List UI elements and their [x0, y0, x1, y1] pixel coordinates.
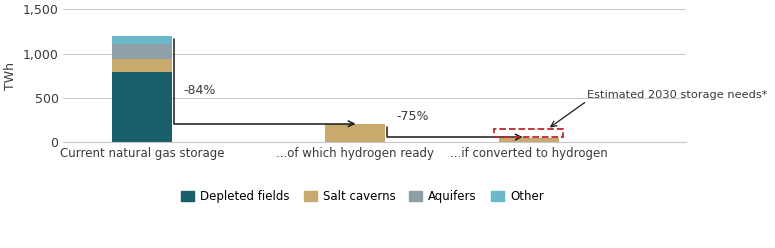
Text: Estimated 2030 storage needs*: Estimated 2030 storage needs* [587, 90, 767, 100]
Bar [112, 36, 172, 44]
Y-axis label: TWh: TWh [4, 62, 17, 90]
Text: -75%: -75% [396, 110, 429, 123]
Bar [112, 59, 172, 72]
Bar [112, 44, 172, 59]
Bar [326, 124, 385, 142]
Legend: Depleted fields, Salt caverns, Aquifers, Other: Depleted fields, Salt caverns, Aquifers,… [177, 185, 549, 208]
Bar [112, 72, 172, 142]
Bar [498, 138, 559, 142]
Text: -84%: -84% [183, 84, 215, 97]
Bar [494, 129, 563, 137]
